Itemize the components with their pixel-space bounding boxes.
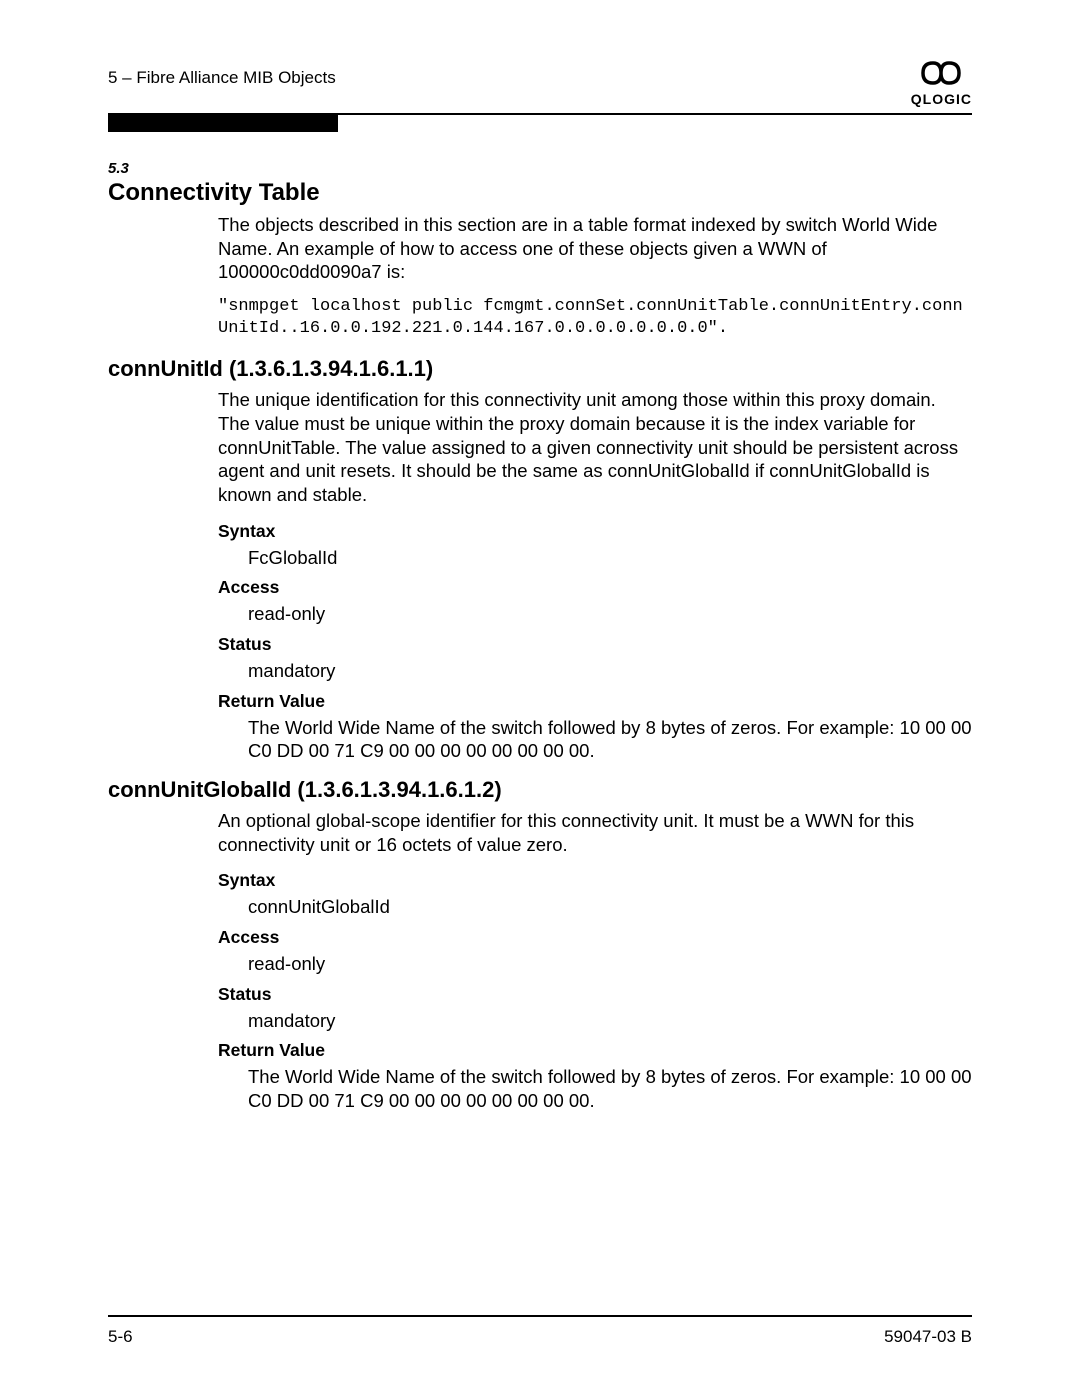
syntax-label-1: Syntax [218,521,972,542]
subsection-title-2: connUnitGlobalId (1.3.6.1.3.94.1.6.1.2) [108,777,972,803]
return-label-1: Return Value [218,691,972,712]
section-title: Connectivity Table [108,179,972,207]
section-intro: The objects described in this section ar… [218,213,972,284]
subsection-title-1: connUnitId (1.3.6.1.3.94.1.6.1.1) [108,356,972,382]
footer-divider [108,1315,972,1317]
logo-text: QLOGIC [911,91,972,107]
return-value-1: The World Wide Name of the switch follow… [248,716,972,763]
subsection-description-2: An optional global-scope identifier for … [218,809,972,856]
qlogic-logo: QLOGIC [911,60,972,107]
access-value-1: read-only [248,602,972,626]
section-marker-bar [108,115,338,132]
status-value-2: mandatory [248,1009,972,1033]
document-id: 59047-03 B [884,1327,972,1347]
access-label-2: Access [218,927,972,948]
chapter-reference: 5 – Fibre Alliance MIB Objects [108,60,336,88]
access-label-1: Access [218,577,972,598]
syntax-value-2: connUnitGlobalId [248,895,972,919]
logo-icon [911,60,972,91]
syntax-value-1: FcGlobalId [248,546,972,570]
return-label-2: Return Value [218,1040,972,1061]
status-label-2: Status [218,984,972,1005]
access-value-2: read-only [248,952,972,976]
status-value-1: mandatory [248,659,972,683]
return-value-2: The World Wide Name of the switch follow… [248,1065,972,1112]
section-number: 5.3 [108,160,972,177]
page-header: 5 – Fibre Alliance MIB Objects QLOGIC [108,60,972,107]
code-example: "snmpget localhost public fcmgmt.connSet… [218,296,972,340]
page-footer: 5-6 59047-03 B [108,1315,972,1347]
page-number: 5-6 [108,1327,133,1347]
status-label-1: Status [218,634,972,655]
syntax-label-2: Syntax [218,870,972,891]
subsection-description-1: The unique identification for this conne… [218,388,972,506]
